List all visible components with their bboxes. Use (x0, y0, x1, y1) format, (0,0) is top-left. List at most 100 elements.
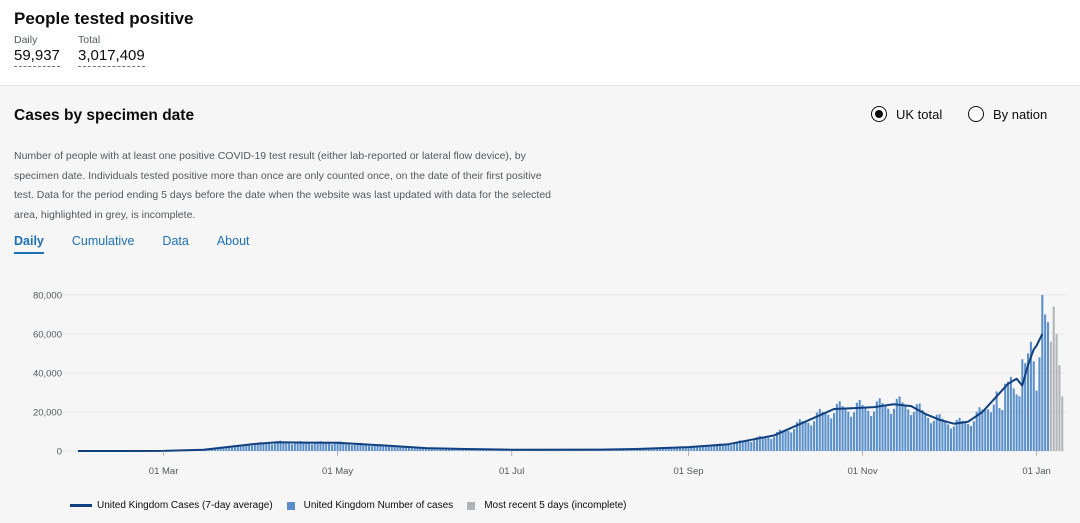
cases-bar (391, 447, 393, 451)
cases-bar (374, 446, 376, 451)
cases-bar (836, 404, 838, 451)
cases-bar (930, 423, 932, 451)
cases-bar (882, 403, 884, 451)
radio-by-nation-label: By nation (993, 107, 1047, 122)
total-value[interactable]: 3,017,409 (78, 47, 145, 67)
cases-bar (265, 443, 267, 451)
x-tick-label: 01 Mar (149, 466, 179, 477)
cases-bar (990, 412, 992, 451)
cases-bar (314, 443, 316, 451)
x-tick-label: 01 Sep (673, 466, 703, 477)
cases-bar (864, 408, 866, 451)
cases-bar (810, 425, 812, 451)
cases-bar (670, 448, 672, 451)
cases-bar (288, 443, 290, 451)
cases-bar (950, 429, 952, 451)
cases-bar (305, 443, 307, 451)
headline-title: People tested positive (14, 9, 194, 29)
cases-bar (351, 445, 353, 451)
cases-bar (234, 447, 236, 451)
cases-bar (268, 444, 270, 451)
cases-bar (967, 424, 969, 451)
legend-line-swatch (70, 504, 92, 507)
legend-item-average: United Kingdom Cases (7-day average) (70, 500, 273, 511)
cases-bar (921, 410, 923, 451)
cases-bar (354, 445, 356, 451)
total-stat: Total 3,017,409 (78, 34, 145, 67)
cases-bar (345, 443, 347, 451)
cases-bar (248, 445, 250, 451)
radio-by-nation[interactable]: By nation (968, 106, 1047, 122)
cases-bar (328, 443, 330, 451)
cases-bar (231, 447, 233, 451)
cases-bar (753, 440, 755, 451)
cases-bar (1010, 377, 1012, 451)
cases-bar (964, 422, 966, 451)
tab-cumulative[interactable]: Cumulative (72, 234, 135, 254)
radio-uk-total[interactable]: UK total (871, 106, 942, 122)
cases-bar (910, 415, 912, 451)
cases-bar (862, 405, 864, 451)
x-tick-label: 01 Jul (499, 466, 524, 477)
cases-bar (876, 401, 878, 451)
tab-daily[interactable]: Daily (14, 234, 44, 254)
cases-bar (947, 424, 949, 451)
incomplete-bar (1053, 307, 1055, 451)
cases-bar (285, 442, 287, 451)
tab-about[interactable]: About (217, 234, 250, 254)
cases-bar (804, 422, 806, 451)
cases-bar (824, 413, 826, 451)
cases-bar (690, 448, 692, 451)
cases-bar (970, 426, 972, 451)
cases-bar (1007, 382, 1009, 451)
cases-bar (907, 409, 909, 451)
y-tick-label: 60,000 (33, 329, 62, 340)
legend-item-cases: United Kingdom Number of cases (287, 500, 454, 511)
cases-bar (787, 431, 789, 451)
cases-bar (727, 445, 729, 451)
cases-bar (1033, 361, 1035, 451)
cases-bar (924, 414, 926, 451)
cases-bar (953, 426, 955, 451)
cases-bar (998, 408, 1000, 451)
legend-incomplete-swatch (467, 502, 475, 510)
cases-bar (936, 415, 938, 451)
cases-bar (1044, 314, 1046, 451)
legend-bar-swatch (287, 502, 295, 510)
cases-bar (368, 445, 370, 451)
cases-bar (856, 403, 858, 451)
cases-bar (813, 421, 815, 451)
cases-bar (996, 391, 998, 451)
x-tick-label: 01 Nov (848, 466, 878, 477)
legend-label-average: United Kingdom Cases (7-day average) (97, 500, 273, 511)
cases-bar (984, 409, 986, 451)
cases-bar (750, 442, 752, 451)
cases-bar (802, 421, 804, 451)
cases-bar (961, 421, 963, 451)
radio-selected-icon (871, 106, 887, 122)
cases-bar (941, 419, 943, 451)
daily-stat: Daily 59,937 (14, 34, 60, 67)
cases-bar (325, 443, 327, 451)
cases-bar (411, 448, 413, 451)
cases-bar (933, 421, 935, 451)
cases-bar (870, 416, 872, 451)
cases-bar (850, 417, 852, 451)
cases-bar (713, 446, 715, 451)
cases-bar (893, 409, 895, 451)
cases-bar (271, 444, 273, 451)
cases-bar (807, 423, 809, 451)
cases-bar (847, 412, 849, 451)
daily-value[interactable]: 59,937 (14, 47, 60, 67)
cases-bar (873, 411, 875, 451)
cases-bar (782, 430, 784, 451)
cases-bar (822, 412, 824, 451)
cases-bar (1038, 357, 1040, 451)
tab-data[interactable]: Data (162, 234, 188, 254)
cases-bar (827, 415, 829, 451)
y-tick-label: 40,000 (33, 368, 62, 379)
legend-item-incomplete: Most recent 5 days (incomplete) (467, 500, 626, 511)
cases-bar (308, 443, 310, 451)
cases-bar (745, 441, 747, 451)
